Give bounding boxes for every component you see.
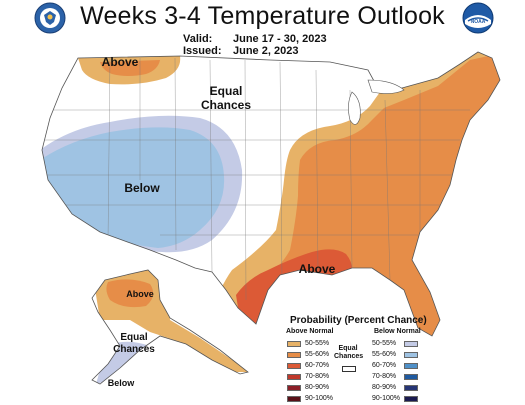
legend-label: 55-60% <box>305 351 330 358</box>
legend-label: 60-70% <box>372 362 397 369</box>
commerce-seal-icon <box>34 2 66 34</box>
legend-swatch <box>404 352 418 358</box>
legend-label: 70-80% <box>372 373 397 380</box>
label-equal-chances-line1: Equal <box>210 84 243 98</box>
legend-above-title: Above Normal <box>286 328 334 335</box>
label-ak-equal-line2: Chances <box>113 344 155 355</box>
legend-swatch <box>287 385 301 391</box>
legend-swatch <box>404 396 418 402</box>
legend-swatch <box>287 374 301 380</box>
region-above-55-60-northwest <box>100 60 160 76</box>
legend-label: 80-90% <box>372 384 397 391</box>
legend-label: 90-100% <box>372 395 401 402</box>
legend-swatch <box>404 385 418 391</box>
legend-label: 60-70% <box>305 362 330 369</box>
lake-michigan <box>348 91 361 125</box>
valid-dates: Valid: June 17 - 30, 2023 <box>183 33 327 45</box>
legend-swatch <box>287 352 301 358</box>
noaa-logo-text: NOAA <box>471 19 486 25</box>
map-title: Weeks 3-4 Temperature Outlook <box>80 2 445 30</box>
legend-title: Probability (Percent Chance) <box>290 315 427 326</box>
legend-label: 50-55% <box>372 340 397 347</box>
legend-label: 80-90% <box>305 384 330 391</box>
label-ak-below: Below <box>108 378 136 388</box>
label-equal-chances-line2: Chances <box>201 98 251 112</box>
legend-swatch <box>287 363 301 369</box>
label-above-northwest: Above <box>102 55 139 69</box>
label-above-gulf: Above <box>299 262 336 276</box>
legend-equal-line2: Chances <box>334 353 364 360</box>
legend-equal-chances: Equal Chances <box>334 345 364 361</box>
label-below-southwest: Below <box>124 181 160 195</box>
legend-equal-swatch <box>342 366 356 372</box>
issued-date: Issued: June 2, 2023 <box>183 45 298 57</box>
legend-swatch <box>287 396 301 402</box>
issued-label: Issued: <box>183 45 222 57</box>
valid-label: Valid: <box>183 33 213 45</box>
legend-label: 90-100% <box>305 395 334 402</box>
valid-value: June 17 - 30, 2023 <box>233 33 327 45</box>
issued-value: June 2, 2023 <box>233 45 299 57</box>
legend-swatch <box>404 374 418 380</box>
legend-equal-line1: Equal <box>338 345 358 352</box>
legend-label: 70-80% <box>305 373 330 380</box>
label-ak-above: Above <box>126 289 154 299</box>
lake-superior <box>367 79 405 94</box>
legend-label: 50-55% <box>305 340 330 347</box>
region-below-55-60-west <box>42 127 225 248</box>
legend-swatch <box>287 341 301 347</box>
label-ak-equal-line1: Equal <box>120 332 147 343</box>
region-ak-above-55-60 <box>106 279 154 308</box>
legend-below-title: Below Normal <box>374 328 421 335</box>
state-borders <box>42 57 470 301</box>
legend-swatch <box>404 341 418 347</box>
legend-swatch <box>404 363 418 369</box>
legend-label: 55-60% <box>372 351 397 358</box>
noaa-logo-icon: NOAA <box>462 2 494 34</box>
